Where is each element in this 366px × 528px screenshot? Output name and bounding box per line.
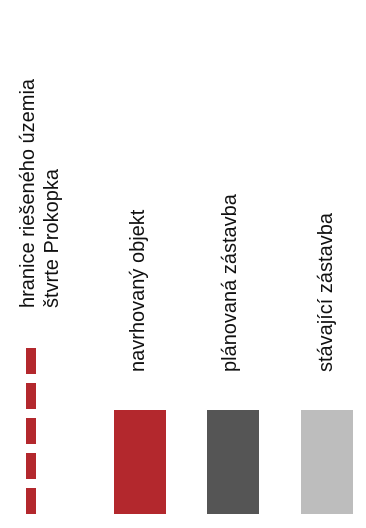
legend-label-existing: stávající zástavba (315, 213, 337, 372)
legend-swatch-proposed (114, 410, 166, 514)
legend-label-boundary: hranice riešeného územia štvrte Prokopka (16, 79, 64, 308)
legend-label-boundary-line-1: hranice riešeného územia (17, 78, 39, 308)
legend-swatch-existing (301, 410, 353, 514)
dash-segment (26, 383, 36, 409)
dash-segment (26, 488, 36, 514)
dash-segment (26, 418, 36, 444)
legend-swatch-planned (207, 410, 259, 514)
legend-label-boundary-line-2: štvrte Prokopka (41, 169, 63, 308)
legend-label-planned: plánovaná zástavba (219, 194, 241, 372)
dash-segment (26, 348, 36, 374)
legend-symbol-boundary-dashed-line (26, 348, 36, 514)
dash-segment (26, 453, 36, 479)
legend-label-proposed: navrhovaný objekt (127, 209, 149, 372)
